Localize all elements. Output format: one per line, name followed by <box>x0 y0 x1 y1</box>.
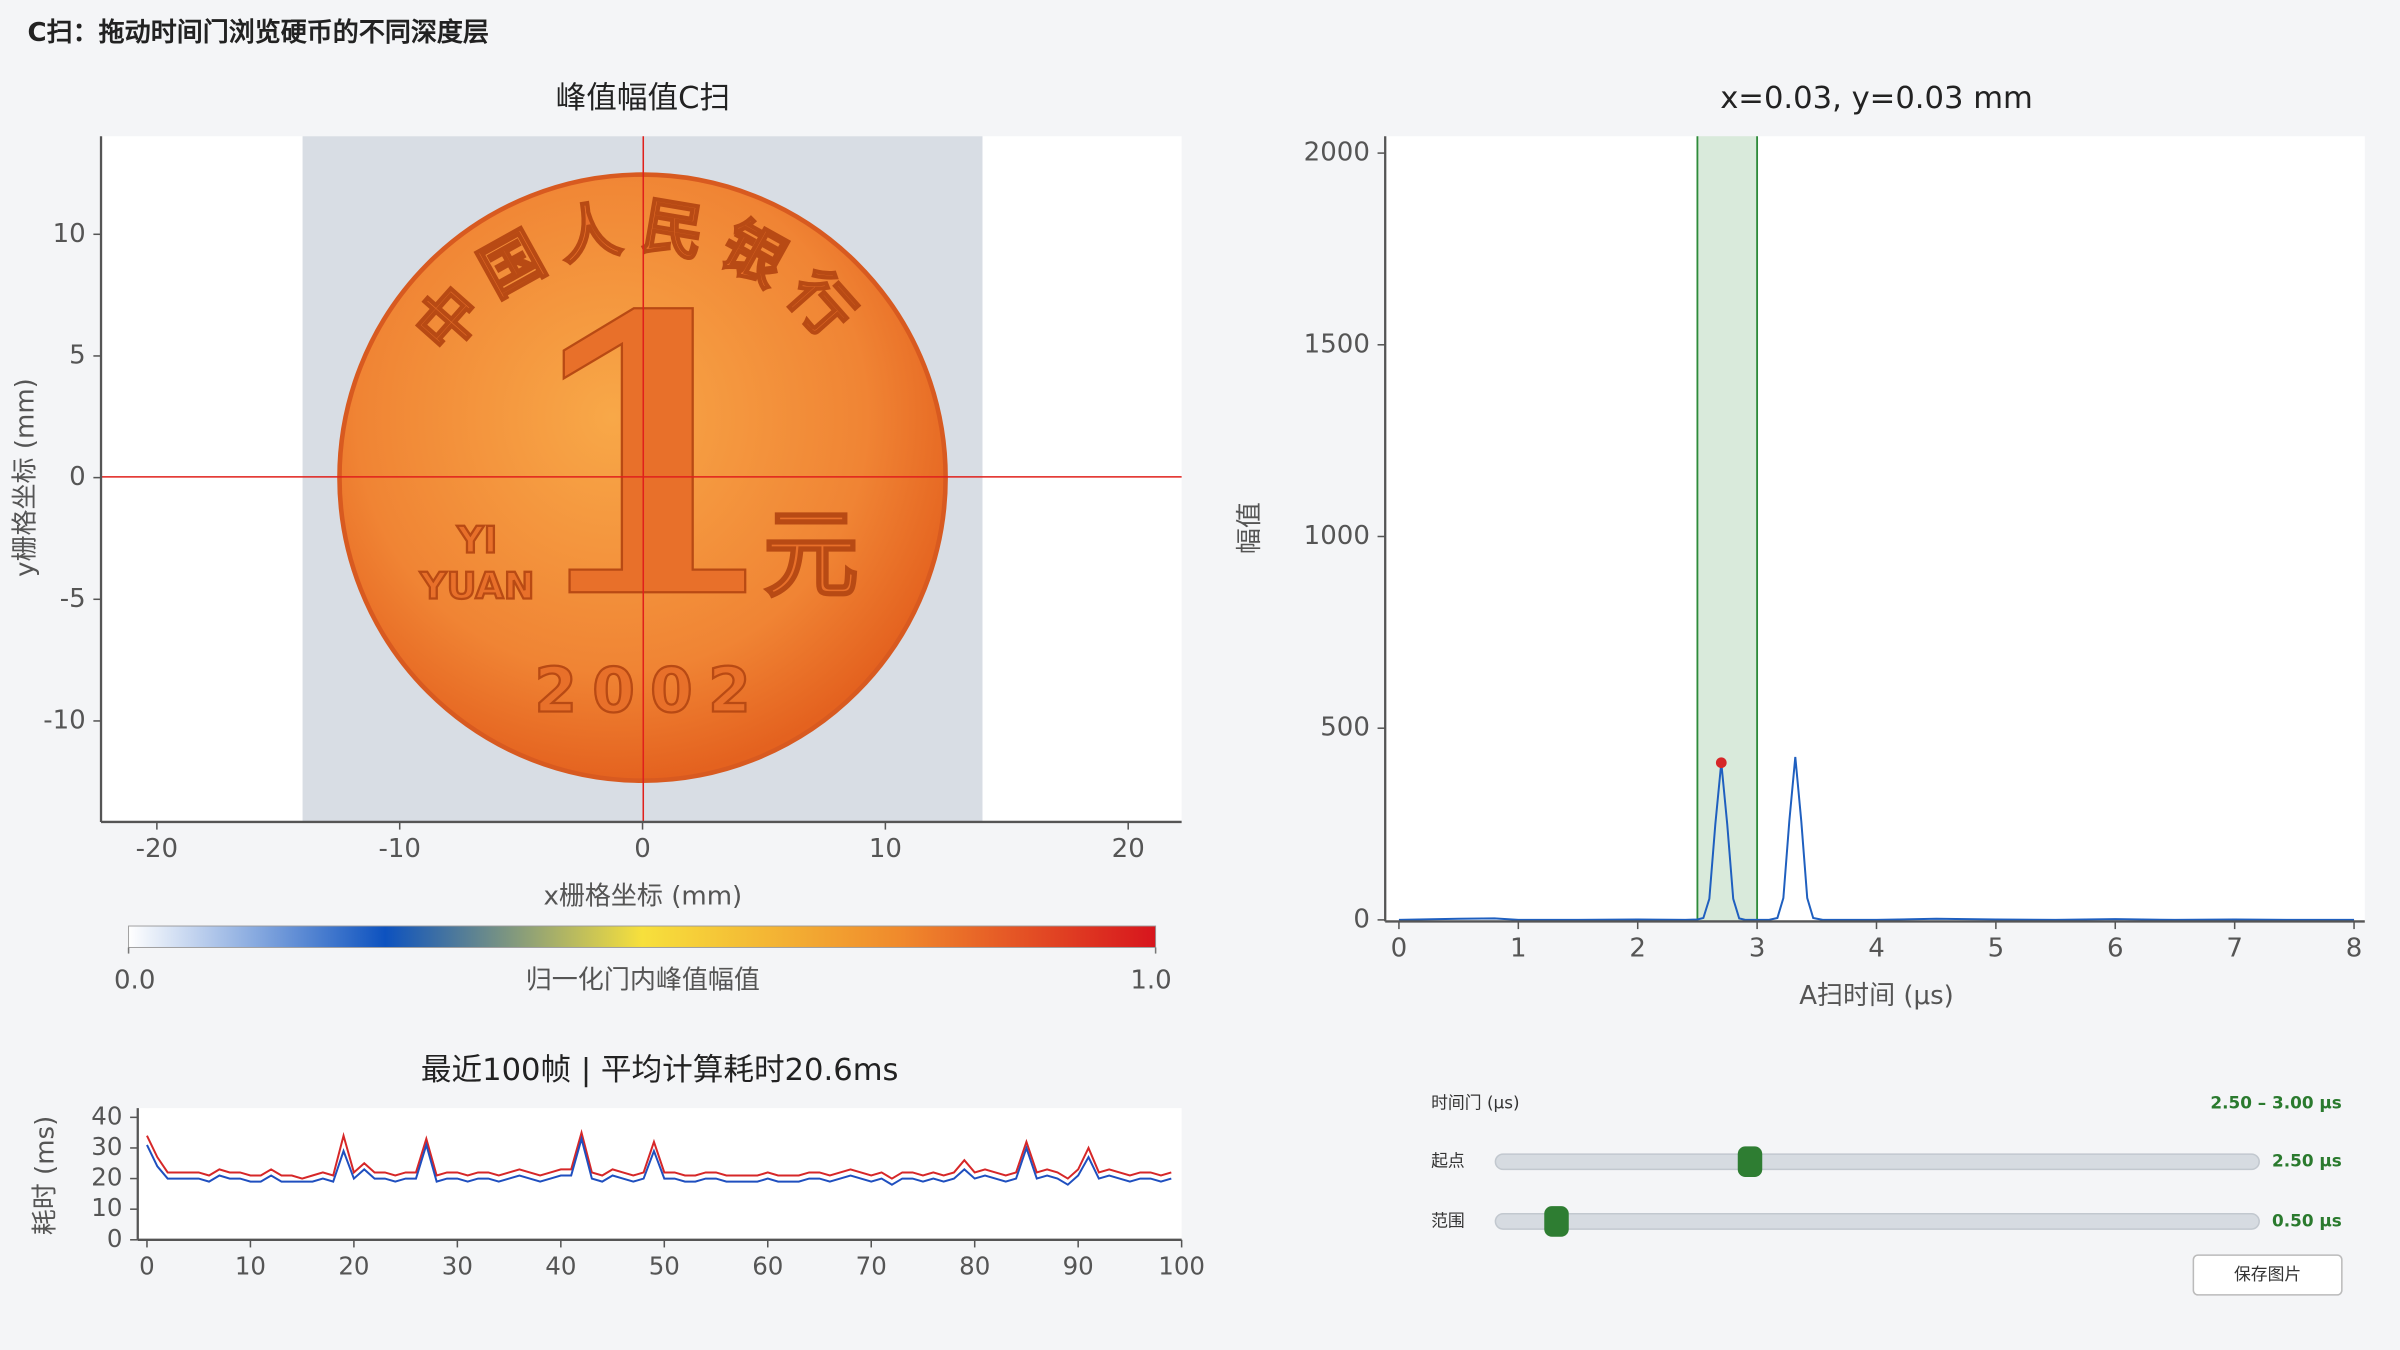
y-tick-label: 10 <box>91 1193 122 1222</box>
x-tick-label: 70 <box>856 1251 887 1280</box>
slider-label: 范围 <box>1431 1210 1465 1230</box>
x-tick-label: 0 <box>1391 933 1408 963</box>
gate-label: 时间门 (μs) <box>1431 1093 1519 1113</box>
cscan-x-label: x栅格坐标 (mm) <box>543 881 742 911</box>
gate-region <box>1697 136 1758 922</box>
x-tick-label: 3 <box>1749 933 1766 963</box>
coin-numeral: 1 <box>517 234 783 683</box>
colorbar-tick-label: 0.0 <box>114 966 155 996</box>
colorbar <box>128 925 1157 948</box>
coin-pinyin: YUAN <box>419 564 534 607</box>
plot-area <box>1385 136 2365 922</box>
x-tick-label: 0 <box>634 834 651 864</box>
y-tick-label: 1000 <box>1304 521 1370 551</box>
save-button[interactable] <box>2192 1254 2343 1296</box>
x-tick-label: 30 <box>442 1251 473 1280</box>
y-tick-label: 0 <box>1353 904 1370 934</box>
x-tick-label: -20 <box>136 834 179 864</box>
x-tick-label: 50 <box>649 1251 680 1280</box>
coin-pinyin: YI <box>456 518 497 561</box>
x-tick-label: 5 <box>1988 933 2005 963</box>
coin-unit: 元 <box>763 501 858 611</box>
cscan-title: 峰值幅值C扫 <box>556 81 730 116</box>
y-tick-label: -5 <box>60 584 86 614</box>
y-tick-label: 0 <box>107 1224 123 1253</box>
y-tick-label: 1500 <box>1304 329 1370 359</box>
y-tick-label: 30 <box>91 1132 122 1161</box>
x-tick-label: 6 <box>2107 933 2124 963</box>
ascan-title: x=0.03, y=0.03 mm <box>1720 81 2033 116</box>
slider-thumb[interactable] <box>1737 1146 1763 1178</box>
y-tick-label: 500 <box>1320 713 1370 743</box>
x-tick-label: 60 <box>752 1251 783 1280</box>
x-tick-label: 100 <box>1158 1251 1205 1280</box>
x-tick-label: 10 <box>235 1251 266 1280</box>
slider-value: 0.50 μs <box>2272 1210 2342 1230</box>
line-series <box>146 1128 1172 1180</box>
ascan-x-label: A扫时间 (μs) <box>1799 981 1954 1011</box>
x-tick-label: 10 <box>869 834 902 864</box>
coin-year: 2002 <box>534 656 766 727</box>
y-tick-label: -10 <box>43 705 86 735</box>
gate-value: 2.50 – 3.00 μs <box>2210 1093 2341 1113</box>
y-tick-label: 2000 <box>1304 138 1370 168</box>
slider-track[interactable] <box>1494 1213 2260 1230</box>
cscan-y-label: y栅格坐标 (mm) <box>11 378 41 577</box>
colorbar-label: 归一化门内峰值幅值 <box>526 966 760 996</box>
x-tick-label: 2 <box>1629 933 1646 963</box>
x-tick-label: 40 <box>545 1251 576 1280</box>
colorbar-tick-label: 1.0 <box>1130 966 1171 996</box>
timing-y-label: 耗时 (ms) <box>30 1116 60 1236</box>
x-tick-label: 7 <box>2226 933 2243 963</box>
y-tick-label: 40 <box>91 1101 122 1130</box>
x-tick-label: 0 <box>139 1251 155 1280</box>
y-tick-label: 20 <box>91 1163 122 1192</box>
x-tick-label: 20 <box>1112 834 1145 864</box>
slider-track[interactable] <box>1494 1153 2260 1171</box>
y-tick-label: 0 <box>69 462 86 492</box>
x-tick-label: 80 <box>959 1251 990 1280</box>
peak-marker <box>1715 757 1727 769</box>
save-button-label[interactable]: 保存图片 <box>2234 1264 2301 1284</box>
timing-title: 最近100帧 | 平均计算耗时20.6ms <box>421 1053 899 1088</box>
slider-label: 起点 <box>1431 1151 1465 1171</box>
x-tick-label: 1 <box>1510 933 1527 963</box>
x-tick-label: 4 <box>1868 933 1885 963</box>
x-tick-label: 8 <box>2346 933 2363 963</box>
line-series <box>146 1134 1172 1186</box>
line-series <box>1398 756 2355 921</box>
slider-thumb[interactable] <box>1544 1206 1569 1237</box>
slider-value: 2.50 μs <box>2272 1151 2342 1171</box>
ascan-y-label: 幅值 <box>1235 502 1265 554</box>
page-title: C扫：拖动时间门浏览硬币的不同深度层 <box>28 17 489 48</box>
y-tick-label: 5 <box>69 340 86 370</box>
x-tick-label: 20 <box>338 1251 369 1280</box>
x-tick-label: 90 <box>1063 1251 1094 1280</box>
plot-area <box>137 1108 1182 1240</box>
x-tick-label: -10 <box>378 834 421 864</box>
y-tick-label: 10 <box>53 219 86 249</box>
